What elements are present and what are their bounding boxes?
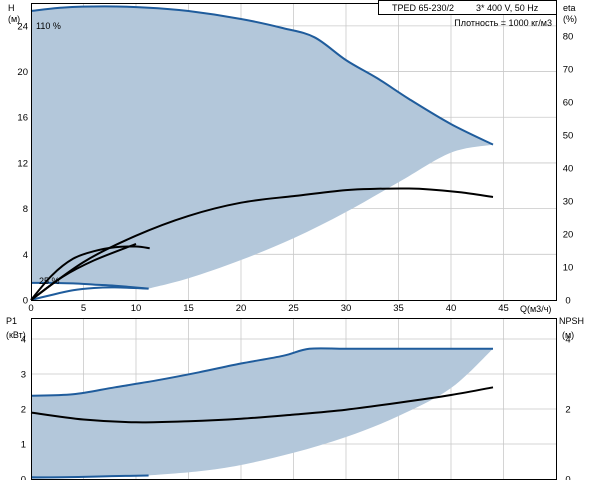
x-tick-label: 0 — [28, 303, 33, 314]
power-tick-label: 2 — [21, 405, 26, 416]
power-curve-min-speed — [30, 474, 149, 479]
power-axis-label: P1 — [6, 316, 17, 326]
lower-tick-labels: 0 1 2 3 4 0 2 4 — [21, 335, 571, 480]
eta-tick-label: 30 — [563, 197, 574, 208]
eta-tick-label: 70 — [563, 65, 574, 76]
npsh-tick-label: 2 — [565, 405, 570, 416]
npsh-axis-unit: (м) — [562, 330, 574, 340]
head-tick-label: 16 — [17, 113, 28, 124]
x-tick-label: 40 — [446, 303, 457, 314]
head-axis-label: H — [8, 3, 15, 13]
power-curve-max-speed — [30, 347, 493, 397]
x-tick-label: 20 — [236, 303, 247, 314]
head-tick-label: 12 — [17, 158, 28, 169]
operating-range-area — [31, 6, 493, 289]
eta-tick-label: 60 — [563, 98, 574, 109]
head-tick-label: 24 — [17, 21, 28, 32]
npsh-curve — [30, 386, 494, 424]
x-tick-label: 45 — [498, 303, 509, 314]
power-range-area — [31, 348, 493, 479]
power-axis-unit: (кВт) — [6, 330, 26, 340]
x-tick-label: 10 — [131, 303, 142, 314]
density-info: Плотность = 1000 кг/м3 — [454, 18, 552, 28]
x-tick-label: 30 — [341, 303, 352, 314]
eta-tick-label: 50 — [563, 131, 574, 142]
power-tick-label: 4 — [21, 335, 26, 346]
head-tick-label: 4 — [23, 250, 28, 261]
x-tick-label: 25 — [288, 303, 299, 314]
power-tick-label: 0 — [21, 475, 26, 480]
eta-tick-label: 80 — [563, 32, 574, 43]
power-tick-label: 1 — [21, 440, 26, 451]
upper-curves — [30, 5, 494, 301]
eta-tick-label: 20 — [563, 230, 574, 241]
eta-tick-label: 10 — [563, 263, 574, 274]
head-curve-low-speed — [30, 286, 149, 301]
head-tick-label: 0 — [23, 296, 28, 307]
eta-tick-label: 40 — [563, 164, 574, 175]
head-tick-label: 20 — [17, 67, 28, 78]
efficiency-curve-low — [30, 245, 150, 301]
efficiency-curve-mid — [30, 242, 137, 301]
upper-tick-labels: 0 5 10 15 20 25 30 35 40 45 0 4 8 12 16 20 24 0 10 20 30 40 50… — [17, 21, 573, 314]
npsh-tick-label: 0 — [565, 475, 570, 480]
x-tick-label: 5 — [81, 303, 86, 314]
efficiency-curve-max — [30, 187, 494, 301]
head-curve-min-speed — [30, 281, 149, 290]
x-tick-label: 15 — [183, 303, 194, 314]
lower-curves — [30, 347, 494, 479]
model-name: TPED 65-230/2 — [392, 3, 454, 13]
upper-plot-frame — [31, 3, 557, 301]
head-curve-max-speed — [30, 5, 494, 146]
eta-axis-unit: (%) — [563, 14, 577, 24]
flow-axis-label: Q(м3/ч) — [520, 304, 551, 314]
x-tick-label: 35 — [393, 303, 404, 314]
npsh-axis-label: NPSH — [559, 316, 584, 326]
head-axis-unit: (м) — [8, 14, 20, 24]
supply-info: 3* 400 V, 50 Hz — [476, 3, 539, 13]
model-box — [378, 0, 557, 15]
min-speed-label: 25 % — [39, 276, 60, 286]
power-tick-label: 3 — [21, 370, 26, 381]
eta-axis-label: eta — [563, 3, 576, 13]
lower-panel: 0 1 2 3 4 0 2 4 P1 (кВт) NPSH (м) — [6, 316, 584, 480]
eta-tick-label: 0 — [565, 296, 570, 307]
max-speed-label: 110 % — [36, 21, 61, 31]
upper-panel: 0 5 10 15 20 25 30 35 40 45 0 4 8 12 16 20 24 0 10 20 30 40 50… — [8, 0, 577, 314]
head-tick-label: 8 — [23, 204, 28, 215]
npsh-tick-label: 4 — [565, 335, 570, 346]
